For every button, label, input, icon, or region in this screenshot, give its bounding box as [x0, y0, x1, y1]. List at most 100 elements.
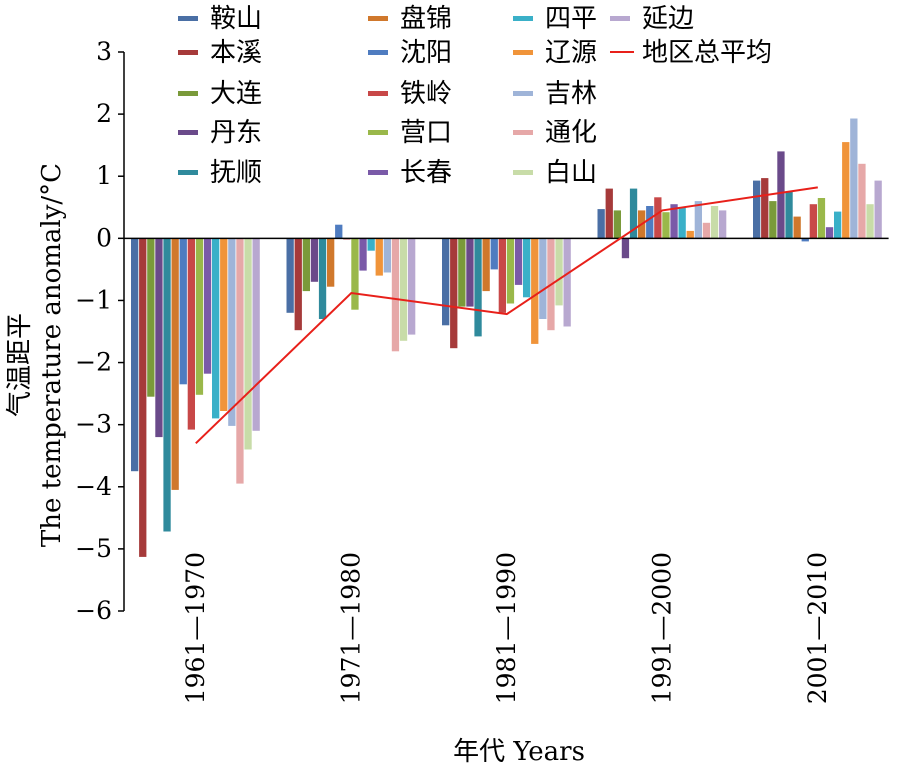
bar-盘锦-1961—1970	[171, 238, 179, 490]
bar-大连-2001—2010	[769, 201, 777, 239]
bar-延边-1981—1990	[563, 238, 571, 327]
legend-swatch-盘锦	[368, 16, 388, 21]
bar-四平-2001—2010	[834, 211, 842, 239]
bar-鞍山-1991—2000	[597, 209, 605, 239]
legend-swatch-丹东	[178, 130, 198, 135]
bar-抚顺-1971—1980	[318, 238, 327, 319]
legend-label-通化: 通化	[545, 118, 597, 148]
bar-本溪-1961—1970	[139, 238, 147, 557]
bar-本溪-1981—1990	[450, 238, 458, 349]
bar-长春-1991—2000	[670, 204, 678, 239]
legend-label-延边: 延边	[642, 4, 694, 34]
bar-营口-2001—2010	[817, 198, 826, 239]
bar-吉林-1981—1990	[539, 238, 547, 319]
bar-白山-1971—1980	[399, 238, 408, 341]
y-tick-label: 2	[96, 99, 112, 128]
x-axis-label: 年代 Years	[453, 737, 585, 767]
bar-四平-1991—2000	[678, 207, 686, 239]
legend-label-吉林: 吉林	[545, 79, 597, 109]
bar-鞍山-1971—1980	[286, 238, 294, 313]
bar-长春-1971—1980	[359, 238, 367, 271]
y-tick-label: −4	[75, 472, 112, 501]
bar-营口-1991—2000	[662, 212, 670, 239]
bar-丹东-1961—1970	[155, 238, 163, 438]
bar-本溪-1971—1980	[294, 238, 302, 331]
bar-长春-2001—2010	[825, 227, 834, 239]
legend-label-本溪: 本溪	[210, 38, 262, 68]
bar-鞍山-2001—2010	[753, 180, 761, 239]
bar-铁岭-1991—2000	[654, 197, 662, 239]
bar-鞍山-1961—1970	[131, 238, 139, 472]
legend-swatch-长春	[368, 170, 388, 175]
legend-swatch-吉林	[513, 91, 533, 96]
bar-铁岭-1981—1990	[498, 238, 506, 313]
bar-长春-1961—1970	[203, 238, 212, 374]
bar-辽源-1971—1980	[375, 238, 383, 276]
x-tick-label: 1961—1970	[181, 552, 210, 704]
average-line	[195, 186, 818, 445]
bar-铁岭-1961—1970	[187, 238, 195, 430]
bar-吉林-1971—1980	[383, 238, 391, 273]
bar-沈阳-1981—1990	[490, 238, 498, 270]
bar-抚顺-1981—1990	[474, 238, 482, 337]
legend-label-丹东: 丹东	[210, 118, 262, 148]
y-tick-label: −1	[75, 285, 112, 314]
legend-swatch-铁岭	[368, 91, 388, 96]
bar-四平-1971—1980	[367, 238, 375, 251]
legend-swatch-白山	[513, 170, 533, 175]
y-axis-label-en: The temperature anomaly/°C	[37, 163, 67, 547]
bar-通化-2001—2010	[858, 163, 866, 239]
y-tick-label: −6	[75, 596, 112, 625]
legend-label-盘锦: 盘锦	[400, 4, 452, 34]
legend-label-四平: 四平	[545, 4, 597, 34]
bar-延边-1961—1970	[252, 238, 260, 431]
legend-label-地区总平均: 地区总平均	[642, 38, 772, 68]
x-tick-label: 2001—2010	[803, 552, 832, 704]
bar-通化-1971—1980	[391, 238, 400, 352]
bar-沈阳-2001—2010	[801, 238, 809, 242]
bar-白山-1981—1990	[555, 238, 563, 306]
bar-大连-1981—1990	[458, 238, 466, 307]
bar-铁岭-2001—2010	[809, 204, 817, 239]
legend-swatch-本溪	[178, 50, 198, 55]
legend-label-沈阳: 沈阳	[400, 38, 452, 68]
y-tick-label: −2	[75, 348, 112, 377]
bar-抚顺-2001—2010	[785, 191, 793, 239]
legend-label-铁岭: 铁岭	[400, 79, 452, 109]
bar-沈阳-1961—1970	[179, 238, 187, 385]
x-tick-label: 1971—1980	[336, 552, 365, 704]
legend-swatch-鞍山	[178, 16, 198, 21]
x-tick-label: 1981—1990	[492, 552, 521, 704]
legend-swatch-沈阳	[368, 50, 388, 55]
bar-白山-2001—2010	[866, 204, 874, 239]
bar-沈阳-1991—2000	[646, 206, 654, 239]
bar-盘锦-1981—1990	[482, 238, 490, 292]
legend-swatch-四平	[513, 16, 533, 21]
bar-盘锦-2001—2010	[793, 216, 801, 239]
bar-辽源-1981—1990	[531, 238, 539, 344]
bar-延边-1991—2000	[719, 210, 727, 239]
bar-营口-1961—1970	[195, 238, 204, 395]
bar-鞍山-1981—1990	[442, 238, 450, 326]
bar-延边-1971—1980	[408, 238, 416, 335]
bar-白山-1991—2000	[710, 206, 719, 239]
bar-辽源-1991—2000	[686, 230, 694, 239]
legend-label-大连: 大连	[210, 79, 262, 109]
bar-辽源-1961—1970	[220, 238, 228, 411]
bar-通化-1991—2000	[702, 222, 711, 239]
y-axis-label-cn: 气温距平	[5, 313, 35, 417]
legend-label-鞍山: 鞍山	[210, 4, 262, 34]
bar-四平-1981—1990	[523, 238, 531, 298]
bar-大连-1971—1980	[302, 238, 310, 292]
bar-大连-1991—2000	[613, 210, 621, 239]
bar-抚顺-1961—1970	[163, 238, 171, 532]
bar-长春-1981—1990	[514, 238, 523, 285]
bar-四平-1961—1970	[212, 238, 220, 419]
legend-label-抚顺: 抚顺	[210, 158, 262, 188]
legend-swatch-通化	[513, 130, 533, 135]
legend-label-辽源: 辽源	[545, 38, 597, 68]
bar-本溪-1991—2000	[605, 188, 613, 239]
bar-大连-1961—1970	[147, 238, 155, 397]
